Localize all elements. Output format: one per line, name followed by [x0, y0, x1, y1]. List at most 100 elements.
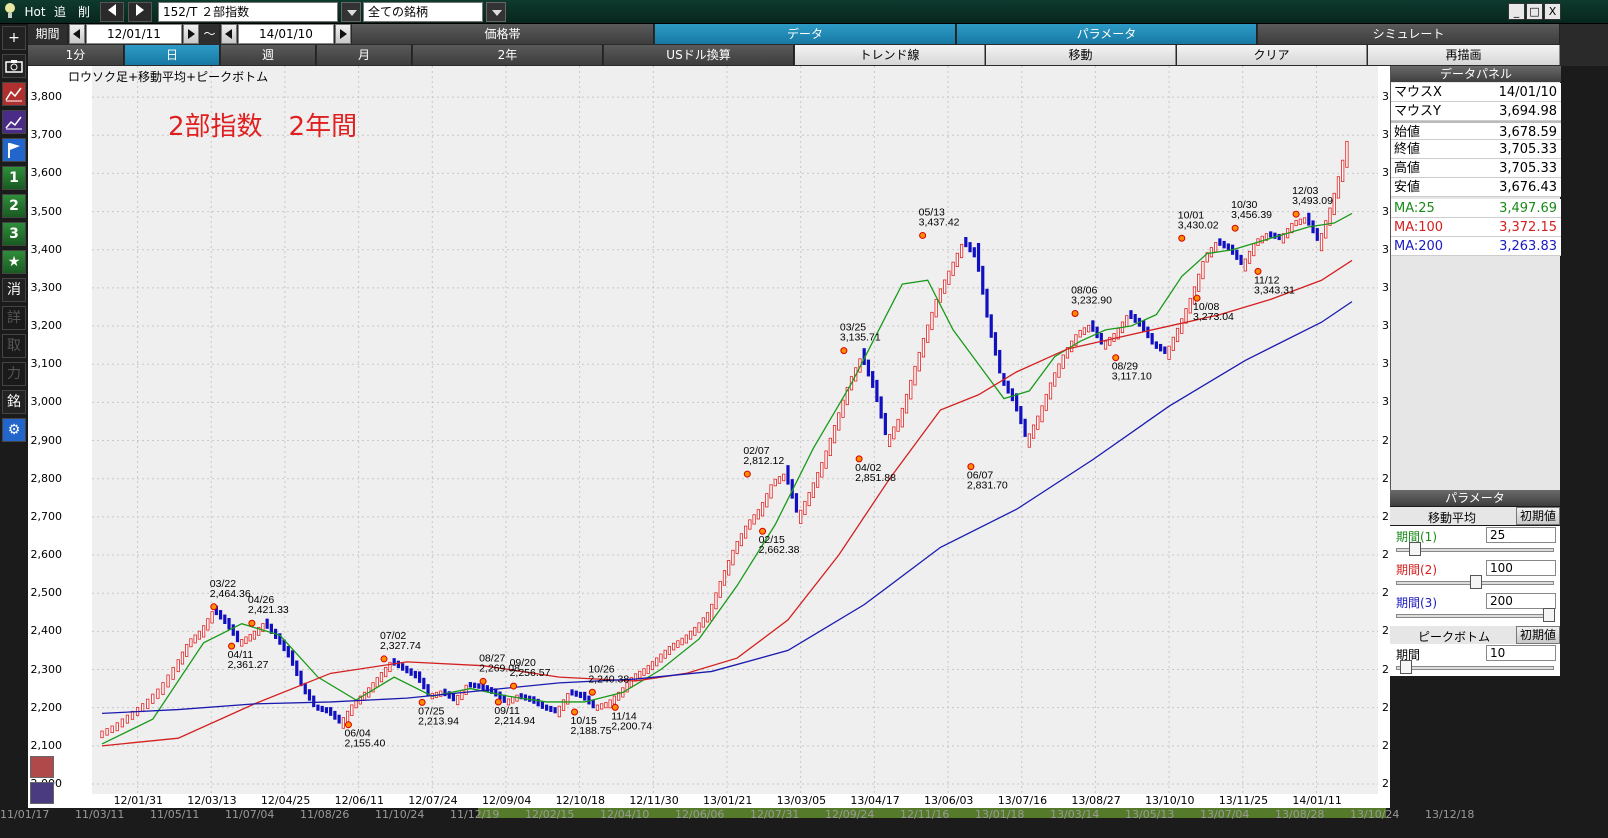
power-icon[interactable]: 力: [2, 362, 26, 386]
interval-2year[interactable]: 2年: [413, 45, 603, 65]
stock-icon[interactable]: 銘: [2, 390, 26, 414]
to-next-button[interactable]: [335, 24, 351, 44]
ma-period-input[interactable]: 200: [1486, 593, 1556, 609]
candle: [333, 710, 337, 720]
three-icon[interactable]: 3: [2, 222, 26, 246]
y-tick-label: 2,600: [30, 548, 63, 562]
peak-reset-button[interactable]: 初期値: [1516, 626, 1560, 644]
peak-date-label: 09/20: [510, 657, 536, 669]
peak-period-slider[interactable]: [1396, 660, 1554, 674]
two-icon[interactable]: 2: [2, 194, 26, 218]
ma-period-slider[interactable]: [1396, 575, 1554, 589]
filter-dropdown-button[interactable]: [486, 2, 506, 22]
usd-convert-button[interactable]: USドル換算: [604, 45, 794, 65]
filter-field[interactable]: 全ての銘柄: [363, 2, 483, 22]
bulb-icon[interactable]: [2, 2, 18, 22]
candle: [731, 549, 735, 566]
chart-red-icon[interactable]: [2, 82, 26, 106]
plot-area[interactable]: 03/22 2,464.36 04/11 2,361.27 04/26 2,421.33 0…: [92, 66, 1378, 794]
from-next-button[interactable]: [183, 24, 199, 44]
data-row: 高値 3,705.33: [1391, 159, 1561, 178]
overview-date: 11/01/17: [0, 808, 50, 821]
tab-simulate[interactable]: シミュレート: [1258, 24, 1560, 44]
gear-icon[interactable]: ⚙: [2, 418, 26, 442]
overview-date: 13/01/18: [975, 808, 1025, 821]
close-button[interactable]: X: [1544, 3, 1561, 20]
stock-code-field[interactable]: 152/T ２部指数: [158, 2, 338, 22]
ma-period-slider-thumb[interactable]: [1408, 542, 1421, 556]
peak-date-label: 03/25: [840, 322, 866, 334]
mini-chart-purple-icon[interactable]: [30, 782, 54, 804]
ma-period-slider-thumb[interactable]: [1543, 608, 1555, 622]
candle: [120, 718, 124, 728]
mini-chart-red-icon[interactable]: [30, 756, 54, 778]
one-icon[interactable]: 1: [2, 166, 26, 190]
interval-week[interactable]: 週: [221, 45, 316, 65]
peak-period-slider-thumb[interactable]: [1399, 660, 1412, 674]
ma-period-slider-thumb[interactable]: [1470, 575, 1482, 589]
tilde-label: ～: [200, 24, 220, 44]
hot-button[interactable]: Hot: [24, 5, 46, 19]
overview-date: 13/05/13: [1125, 808, 1175, 821]
tab-data[interactable]: データ: [655, 24, 956, 44]
to-prev-button[interactable]: [221, 24, 237, 44]
prev-stock-button[interactable]: [100, 2, 124, 22]
overview-date: 11/08/26: [300, 808, 350, 821]
candle: [760, 502, 765, 517]
ma-period-slider[interactable]: [1396, 542, 1554, 556]
camera-icon[interactable]: [2, 54, 26, 78]
chart-purple-icon[interactable]: [2, 110, 26, 134]
tab-parameter[interactable]: パラメータ: [957, 24, 1257, 44]
ma-period-input[interactable]: 100: [1486, 560, 1556, 576]
candle: [693, 626, 697, 636]
redraw-button[interactable]: 再描画: [1368, 45, 1560, 65]
peak-value-label: 2,327.74: [380, 640, 421, 652]
y-tick-label: 3,300: [30, 280, 63, 294]
y-tick-label: 3,100: [30, 357, 63, 371]
delete-button[interactable]: 削: [77, 5, 90, 19]
overview-strip[interactable]: 11/01/17 11/03/11 11/05/11 11/07/04 11/08/26…: [0, 808, 1608, 838]
tab-price-band[interactable]: 価格帯: [352, 24, 654, 44]
flag-icon[interactable]: [2, 138, 26, 162]
peak-value-label: 3,343.31: [1254, 284, 1295, 296]
candle: [570, 689, 574, 696]
y-tick-label: 2,700: [30, 509, 63, 523]
x-tick-label: 13/08/27: [1071, 794, 1121, 807]
peak-period-input[interactable]: 10: [1486, 645, 1556, 661]
ma-reset-button[interactable]: 初期値: [1516, 507, 1560, 525]
interval-day[interactable]: 日: [125, 45, 220, 65]
erase-icon[interactable]: 消: [2, 278, 26, 302]
y-tick-label: 2,500: [30, 586, 63, 600]
chart-area[interactable]: 03/22 2,464.36 04/11 2,361.27 04/26 2,421.33 0…: [28, 66, 1414, 808]
to-date-field[interactable]: 14/01/10: [238, 24, 334, 44]
from-prev-button[interactable]: [69, 24, 85, 44]
peak-value-label: 2,812.12: [743, 455, 784, 467]
take-icon[interactable]: 取: [2, 334, 26, 358]
stock-dropdown-button[interactable]: [341, 2, 361, 22]
candle: [341, 717, 345, 729]
ma-period-input[interactable]: 25: [1486, 527, 1556, 543]
maximize-button[interactable]: □: [1526, 3, 1543, 20]
data-row-key: マウスY: [1394, 104, 1441, 119]
trendline-button[interactable]: トレンド線: [795, 45, 985, 65]
candle: [968, 242, 972, 253]
from-date-field[interactable]: 12/01/11: [86, 24, 182, 44]
candle: [943, 279, 947, 294]
candle: [625, 682, 629, 693]
interval-1min[interactable]: 1分: [28, 45, 124, 65]
overview-range[interactable]: [478, 808, 1386, 818]
ma-period-slider[interactable]: [1396, 608, 1555, 622]
add-button[interactable]: 追: [53, 5, 66, 19]
detail-icon[interactable]: 詳: [2, 306, 26, 330]
overview-date: 12/04/10: [600, 808, 650, 821]
move-button[interactable]: 移動: [986, 45, 1176, 65]
interval-month[interactable]: 月: [317, 45, 412, 65]
clear-button[interactable]: クリア: [1177, 45, 1367, 65]
candle: [722, 570, 727, 586]
candle: [166, 674, 170, 688]
ma-period-label: 期間(2): [1396, 563, 1437, 577]
crosshair-icon[interactable]: +: [2, 26, 26, 50]
minimize-button[interactable]: _: [1508, 3, 1525, 20]
next-stock-button[interactable]: [128, 2, 152, 22]
star-icon[interactable]: ★: [2, 250, 26, 274]
